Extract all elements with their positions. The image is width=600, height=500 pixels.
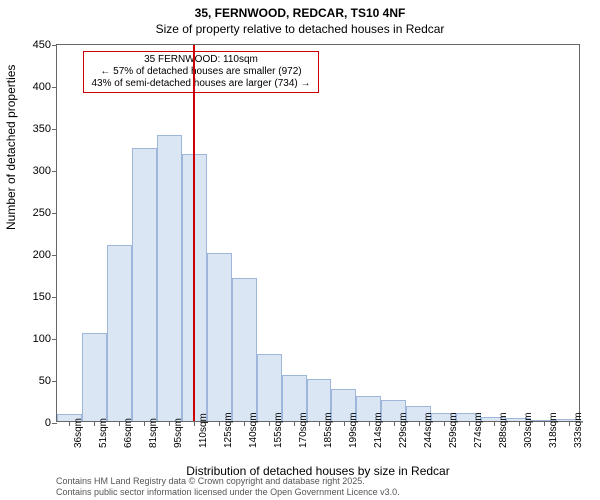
x-tick-mark [569, 421, 570, 426]
x-tick-mark [394, 421, 395, 426]
x-tick-label: 51sqm [98, 418, 109, 448]
x-tick-mark [94, 421, 95, 426]
x-tick-mark [369, 421, 370, 426]
x-tick-mark [494, 421, 495, 426]
y-tick-mark [52, 87, 57, 88]
y-tick-mark [52, 423, 57, 424]
x-tick-label: 333sqm [573, 412, 584, 448]
x-tick-mark [294, 421, 295, 426]
attribution: Contains HM Land Registry data © Crown c… [56, 476, 400, 498]
annotation-line2: ← 57% of detached houses are smaller (97… [88, 66, 314, 78]
y-tick-mark [52, 381, 57, 382]
y-tick-mark [52, 45, 57, 46]
x-tick-mark [319, 421, 320, 426]
x-tick-mark [519, 421, 520, 426]
marker-line [193, 45, 195, 421]
histogram-bar [232, 278, 257, 421]
histogram-bar [132, 148, 157, 421]
x-tick-mark [169, 421, 170, 426]
x-tick-mark [344, 421, 345, 426]
y-tick-mark [52, 129, 57, 130]
x-tick-mark [469, 421, 470, 426]
x-tick-mark [69, 421, 70, 426]
attribution-line2: Contains public sector information licen… [56, 487, 400, 498]
histogram-bar [257, 354, 282, 421]
y-tick-mark [52, 171, 57, 172]
annotation-line3: 43% of semi-detached houses are larger (… [88, 78, 314, 90]
y-axis-label: Number of detached properties [4, 65, 18, 230]
histogram-bar [207, 253, 232, 421]
histogram-bar [107, 245, 132, 421]
annotation-line1: 35 FERNWOOD: 110sqm [88, 54, 314, 66]
y-tick-mark [52, 297, 57, 298]
chart-title: 35, FERNWOOD, REDCAR, TS10 4NF [0, 6, 600, 20]
x-tick-label: 303sqm [523, 412, 534, 448]
x-tick-mark [219, 421, 220, 426]
chart-subtitle: Size of property relative to detached ho… [0, 22, 600, 36]
histogram-bar [82, 333, 107, 421]
x-tick-mark [244, 421, 245, 426]
x-tick-mark [119, 421, 120, 426]
x-tick-mark [269, 421, 270, 426]
x-tick-mark [144, 421, 145, 426]
x-tick-label: 95sqm [173, 418, 184, 448]
annotation-box: 35 FERNWOOD: 110sqm ← 57% of detached ho… [83, 51, 319, 93]
x-tick-label: 36sqm [73, 418, 84, 448]
y-tick-mark [52, 255, 57, 256]
x-tick-mark [444, 421, 445, 426]
x-tick-mark [419, 421, 420, 426]
y-tick-mark [52, 213, 57, 214]
x-tick-mark [194, 421, 195, 426]
chart-container: 35, FERNWOOD, REDCAR, TS10 4NF Size of p… [0, 0, 600, 500]
x-tick-mark [544, 421, 545, 426]
attribution-line1: Contains HM Land Registry data © Crown c… [56, 476, 400, 487]
histogram-bar [157, 135, 182, 421]
y-tick-mark [52, 339, 57, 340]
x-tick-label: 81sqm [148, 418, 159, 448]
x-tick-label: 318sqm [548, 412, 559, 448]
x-tick-label: 66sqm [123, 418, 134, 448]
plot-area: 35 FERNWOOD: 110sqm ← 57% of detached ho… [56, 44, 580, 422]
